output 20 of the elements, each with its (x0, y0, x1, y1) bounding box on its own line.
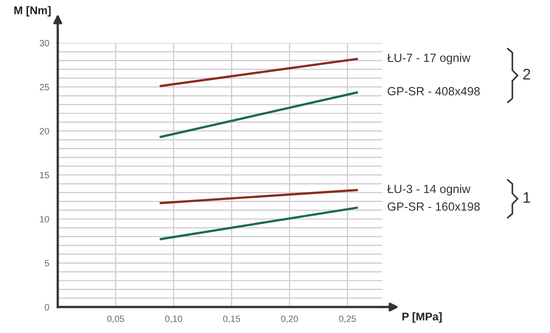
text: ŁU-7 - 17 ogniw (387, 53, 470, 64)
y-tick-label: 30 (40, 40, 50, 46)
x-tick-label: 0,15 (223, 316, 240, 324)
text: ŁU-3 - 14 ogniw (387, 184, 470, 196)
x-axis-title: P [MPa] (402, 312, 442, 323)
text: 1 (524, 192, 530, 203)
text: 2 (523, 68, 530, 80)
text: GP-SR - 408x498 (388, 87, 480, 96)
y-tick-label: 15 (40, 172, 50, 178)
y-tick-label: 0 (44, 304, 50, 310)
x-tick-label: 0,10 (165, 316, 182, 324)
y-axis-title: M [Nm] (14, 6, 51, 16)
y-tick-label: 10 (40, 216, 50, 222)
y-tick-label: 25 (40, 84, 50, 90)
y-tick-label: 5 (44, 260, 50, 266)
x-tick-label: 0,20 (281, 316, 298, 324)
x-tick-label: 0,05 (107, 316, 124, 324)
text: GP-SR - 160x198 (388, 202, 480, 211)
x-tick-label: 0,25 (339, 316, 356, 324)
y-tick-label: 20 (40, 128, 50, 134)
